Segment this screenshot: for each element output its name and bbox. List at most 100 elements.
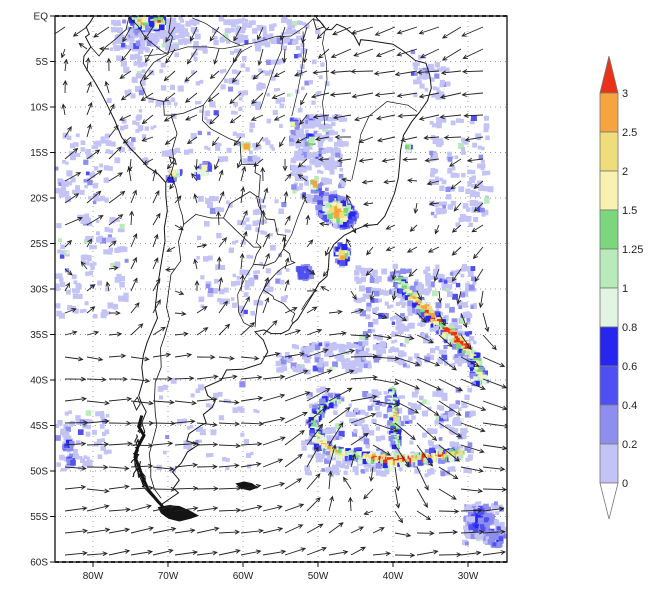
precip-cell [109,150,114,155]
wind-vector [397,113,418,119]
precip-cell [449,426,455,432]
precip-cell [306,194,311,199]
wind-vector [152,299,161,314]
lat-tick-label: 40S [30,376,48,387]
precip-cell [249,128,254,133]
colorbar-segment [599,248,619,289]
precip-cell [319,358,324,364]
wind-vector [472,246,484,260]
precip-cell [401,395,406,399]
precip-cell [58,238,62,243]
precip-cell [324,165,330,171]
precip-cell [183,41,187,45]
precip-cell [435,302,442,309]
precip-cell [389,417,394,422]
precip-cell [456,343,462,350]
precip-cell [407,300,413,307]
precip-cell [397,462,402,467]
precip-cell [464,446,469,451]
wind-vector [152,278,161,292]
wind-vector [460,466,484,473]
precip-cell [340,255,345,261]
precip-cell [478,154,484,160]
precip-cell [461,345,466,351]
wind-vector [332,114,352,120]
wind-vector [328,309,343,315]
wind-vector [416,422,438,441]
wind-vector [86,377,107,383]
wind-vector [418,92,440,99]
precip-cell [445,186,451,192]
wind-vector [196,354,216,360]
precip-cell [135,86,141,92]
precip-cell [374,278,380,284]
wind-vector [216,256,222,270]
precip-cell [292,189,297,194]
precip-cell [463,355,468,360]
precip-cell [235,70,240,75]
precip-cell [261,70,266,74]
wind-vector [474,268,484,283]
wind-vector [416,378,442,391]
precip-cell [390,422,396,428]
precip-cell [249,122,255,128]
precip-cell [128,89,132,93]
precip-cell [413,281,419,287]
wind-vector [218,421,241,427]
precip-cell [57,178,64,185]
precip-cell [140,29,146,35]
precip-cell [486,170,491,175]
precip-cell [407,334,412,339]
precip-cell [471,170,476,175]
precip-cell [429,447,435,454]
precip-cell [455,222,461,227]
wind-vector [320,286,330,292]
precip-cell [282,16,288,23]
precip-cell [315,91,319,96]
wind-vector [64,217,83,226]
precip-cell [326,146,333,153]
precip-cell [142,16,148,23]
precip-cell [265,137,269,141]
fjord-stroke [132,448,140,457]
precip-cell [230,50,234,55]
precip-cell [424,87,429,92]
precip-cell [195,427,200,432]
precip-cell [441,392,448,399]
wind-vector [262,320,278,336]
precip-cell [155,22,162,29]
precip-cell [449,403,455,410]
precip-cell [318,91,322,95]
precip-cell [301,86,305,91]
precip-cell [440,66,446,72]
precip-cell [195,439,200,444]
precip-cell [207,255,213,261]
wind-vector [461,69,484,75]
precip-cell [312,59,317,65]
wind-vector [284,279,290,292]
precip-cell [452,420,458,426]
wind-vector [328,422,344,446]
wind-vector [461,92,484,97]
precip-cell [376,348,382,355]
precip-cell [442,415,448,420]
precip-cell [473,288,477,292]
precip-cell [228,78,235,84]
precip-cell [296,170,302,176]
precip-cell [371,403,375,407]
wind-vector [239,274,245,292]
precip-cell [137,48,144,54]
precip-cell [106,237,112,243]
precip-cell [432,152,437,157]
precip-cell [397,352,403,358]
wind-vector [108,214,124,226]
precip-cell [314,175,319,181]
precip-cell [121,118,127,124]
precip-cell [414,361,421,367]
precip-cell [209,404,214,409]
precip-cell [375,462,382,469]
precip-cell [239,269,246,276]
precip-cell [138,109,143,113]
wind-vector [273,114,286,121]
precip-cell [56,462,61,467]
